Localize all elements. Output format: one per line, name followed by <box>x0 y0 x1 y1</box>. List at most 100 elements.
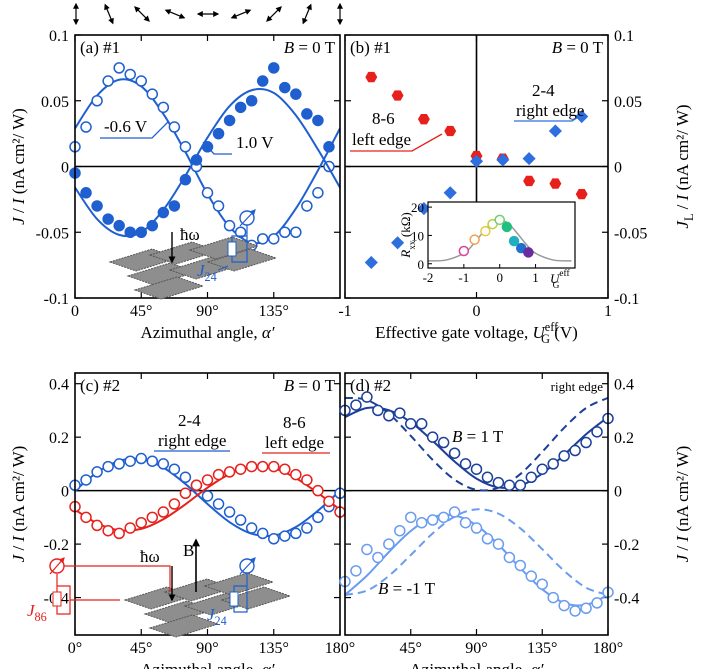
point <box>223 114 236 127</box>
inset-point <box>458 245 470 257</box>
point <box>312 187 324 199</box>
hexagon-marker <box>391 90 404 101</box>
point <box>448 506 461 518</box>
point <box>223 506 236 518</box>
polarization-arrow <box>230 9 252 19</box>
probe <box>239 557 256 575</box>
inset-y-label-part: xx <box>408 240 418 250</box>
plot-frame <box>344 34 609 299</box>
hexagon-marker <box>523 175 536 187</box>
annotation: B = 0 T <box>284 376 336 395</box>
inset-y-label-part: R <box>398 250 413 259</box>
inset-point <box>523 247 534 258</box>
graphene-sheet <box>133 276 205 300</box>
series-label: right edge <box>516 101 584 120</box>
point <box>179 141 192 153</box>
point <box>415 418 428 430</box>
panel-title: (b) #1 <box>350 38 391 57</box>
y-tick-label: 0 <box>614 160 622 177</box>
point <box>268 460 280 473</box>
point <box>245 522 258 534</box>
x-axis-label-part: α′ <box>262 660 275 669</box>
point <box>223 219 236 232</box>
hexagon-marker <box>444 125 457 137</box>
inset-label: J86 <box>27 601 47 624</box>
point <box>503 479 516 492</box>
x-tick-label: 0 <box>473 303 481 320</box>
series-label: right edge <box>158 431 226 450</box>
point <box>503 551 516 564</box>
inset-frame <box>427 201 576 269</box>
panel-title: (c) #2 <box>80 376 120 395</box>
inset-label-part: 24 <box>205 270 217 284</box>
point <box>80 121 92 133</box>
point <box>415 516 428 529</box>
x-tick-label: 1 <box>604 303 612 320</box>
x-axis-label-part: α′ <box>531 660 544 669</box>
x-axis-label: Azimuthal angle, α′ <box>141 660 275 669</box>
point <box>361 543 373 556</box>
point <box>323 141 335 153</box>
y-axis-label-part: / <box>9 204 28 217</box>
inset-label-part: J <box>197 261 206 280</box>
point <box>525 570 538 582</box>
point <box>124 68 136 81</box>
point <box>223 466 236 478</box>
annotation: right edge <box>551 379 604 394</box>
point <box>372 551 384 564</box>
point <box>383 410 395 422</box>
y-tick-label: -0.1 <box>614 291 639 308</box>
y-tick-label: 0.1 <box>49 28 69 45</box>
point <box>146 219 159 232</box>
x-axis-label-part: α′ <box>262 323 275 342</box>
series-label: 1.0 V <box>236 133 274 152</box>
inset-x-label: Ueff G <box>550 268 570 291</box>
x-axis-label-part: Effective gate voltage, <box>375 323 532 342</box>
leader-line <box>350 133 443 152</box>
inset-background <box>428 202 575 268</box>
point <box>301 200 313 212</box>
point <box>301 108 313 120</box>
panel-title: (d) #2 <box>350 376 391 395</box>
point <box>279 530 291 542</box>
point <box>113 527 125 540</box>
point <box>234 514 247 526</box>
y-tick-label: -0.05 <box>36 225 69 242</box>
inset-y-label-part: (kΩ) <box>398 212 413 240</box>
polarization-arrow <box>266 6 282 22</box>
y-tick-label: 0.05 <box>41 94 69 111</box>
point <box>212 468 225 481</box>
point <box>157 506 170 518</box>
point <box>179 487 192 500</box>
point <box>113 458 125 470</box>
y-axis-label-part: (nA cm²/ W) <box>9 446 28 536</box>
y-tick-label: 0.4 <box>49 377 69 394</box>
x-tick-label: 90° <box>465 640 487 657</box>
point <box>102 524 114 537</box>
y-tick-label: 0.4 <box>614 377 634 394</box>
plot-frame <box>74 372 341 636</box>
series-label-part: = 1 T <box>462 427 504 446</box>
inset-y-label: Rxx (kΩ) <box>398 212 418 258</box>
resistor <box>229 591 239 607</box>
probe <box>49 557 65 575</box>
point <box>135 226 147 238</box>
y-axis-label: JL / I (nA cm²/ W) <box>673 104 696 228</box>
point <box>124 226 136 238</box>
diamond-marker <box>575 109 589 124</box>
y-axis-label-part: / <box>673 200 692 213</box>
y-axis-label-part: I <box>673 535 692 543</box>
point <box>558 599 570 612</box>
x-tick-label: 45° <box>130 640 152 657</box>
series-label-part: B <box>378 579 389 598</box>
circuit <box>64 565 171 592</box>
diamond-marker <box>496 153 510 167</box>
point <box>157 206 170 219</box>
point <box>91 466 103 478</box>
x-tick-label: 0° <box>68 640 82 657</box>
x-axis-label-part: U <box>533 323 547 342</box>
inset-label: B <box>183 541 194 560</box>
point <box>245 460 258 473</box>
point <box>312 484 324 497</box>
point <box>124 522 136 534</box>
